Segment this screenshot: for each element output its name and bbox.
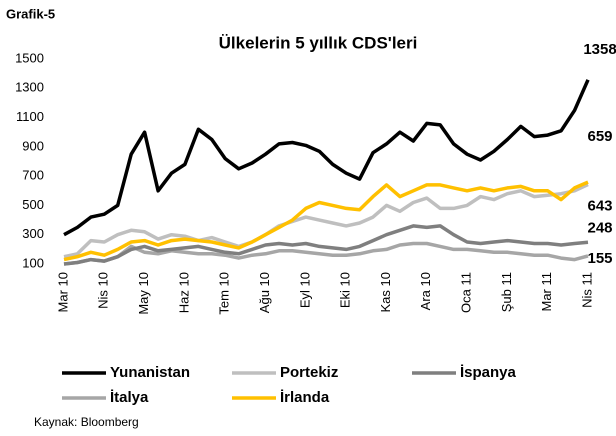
legend-label: İspanya [460,364,517,381]
x-tick-label: Kas 10 [378,272,393,312]
x-tick-label: May 10 [136,272,151,315]
x-tick-label: Şub 11 [499,272,514,312]
line [63,180,589,262]
x-tick-label: Tem 10 [217,272,232,315]
x-tick-label: Nis 11 [579,272,594,308]
x-tick-label: Nis 10 [96,272,111,309]
x-tick-label: Oca 11 [459,272,474,313]
x-tick-label: Eki 10 [338,272,353,308]
x-tick-label: Mar 11 [539,272,554,312]
legend-label: İtalya [110,389,149,406]
y-tick-label: 1500 [15,50,44,65]
x-tick-label: Ara 10 [418,272,433,310]
data-label: 1358 [583,41,616,58]
data-label: 155 [587,250,612,267]
line [63,182,589,259]
legend-label: Yunanistan [110,364,190,381]
x-tick-label: Eyl 10 [297,272,312,308]
source: Kaynak: Bloomberg [34,415,139,429]
y-tick-label: 900 [22,138,44,153]
y-tick-label: 100 [22,255,44,270]
chart-label: Grafik-5 [6,6,55,21]
chart-title: Ülkelerin 5 yıllık CDS'leri [219,33,418,52]
data-label: 659 [587,128,612,145]
y-tick-label: 500 [22,197,44,212]
data-label: 643 [587,197,612,214]
y-tick-label: 1300 [15,80,44,95]
data-label: 248 [587,219,612,236]
legend-label: İrlanda [280,389,330,406]
y-tick-label: 300 [22,226,44,241]
x-tick-label: Mar 10 [55,272,70,312]
y-tick-label: 1100 [16,109,44,124]
y-tick-label: 700 [22,168,44,183]
line [63,224,589,266]
x-tick-label: Ağu 10 [257,272,272,313]
line [63,241,589,266]
x-tick-label: Haz 10 [176,272,191,313]
legend-label: Portekiz [280,364,338,381]
line [63,79,590,237]
